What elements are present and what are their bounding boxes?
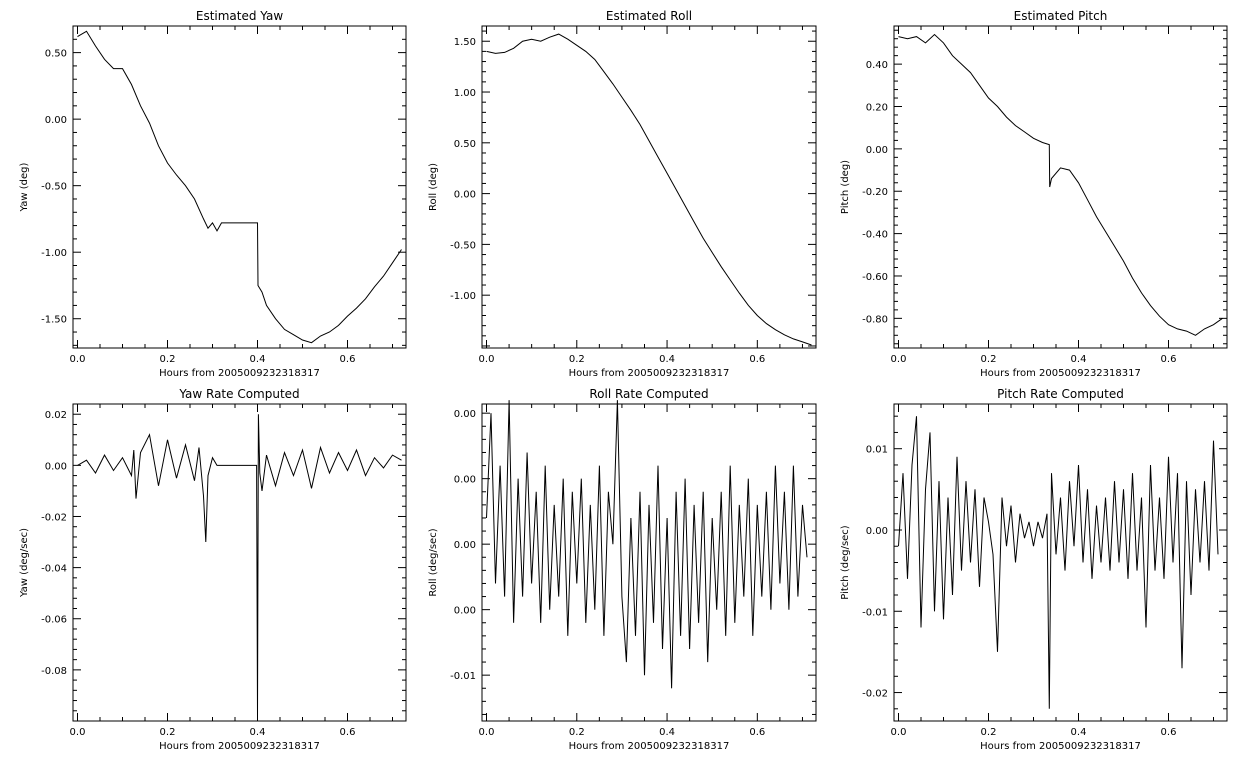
y-tick-label: 0.00	[454, 190, 476, 201]
x-tick-label: 0.6	[749, 354, 765, 365]
y-axis-label: Pitch (deg/sec)	[840, 525, 851, 600]
x-tick-label: 0.2	[569, 727, 585, 738]
x-tick-label: 0.4	[250, 354, 266, 365]
chart-panel-6: Pitch Rate Computed Hours from 2005009232…	[840, 387, 1228, 752]
plot-frame	[72, 403, 407, 722]
y-tick-label: -0.01	[450, 671, 476, 682]
x-tick-label: 0.0	[479, 354, 495, 365]
y-tick-label: 0.01	[866, 445, 888, 456]
x-axis-label: Hours from 2005009232318317	[980, 741, 1141, 752]
y-tick-label: 0.50	[454, 139, 476, 150]
chart-panel-3: Estimated Pitch Hours from 20050092323183…	[840, 9, 1228, 379]
x-axis-label: Hours from 2005009232318317	[569, 368, 730, 379]
x-tick-label: 0.6	[1161, 727, 1177, 738]
x-tick-label: 0.2	[160, 354, 176, 365]
chart-title: Estimated Pitch	[1014, 9, 1108, 23]
x-tick-label: 0.6	[340, 354, 356, 365]
x-tick-label: 0.0	[70, 354, 86, 365]
y-tick-label: -0.04	[41, 564, 67, 575]
x-tick-label: 0.2	[981, 727, 997, 738]
y-tick-label: -0.60	[862, 272, 888, 283]
y-axis-label: Roll (deg)	[428, 163, 439, 211]
y-tick-label: 0.00	[454, 540, 476, 551]
x-tick-label: 0.2	[569, 354, 585, 365]
y-tick-label: -1.50	[41, 315, 67, 326]
chart-panel-1: Estimated Yaw Hours from 2005009232318317…	[19, 9, 407, 379]
x-axis-label: Hours from 2005009232318317	[980, 368, 1141, 379]
plot-frame	[893, 25, 1228, 349]
y-axis-label: Yaw (deg/sec)	[19, 528, 30, 598]
y-tick-label: -1.00	[450, 291, 476, 302]
series-line	[486, 400, 808, 689]
y-tick-label: 0.40	[866, 60, 888, 71]
x-axis-label: Hours from 2005009232318317	[159, 368, 320, 379]
x-tick-label: 0.4	[250, 727, 266, 738]
x-tick-label: 0.0	[891, 727, 907, 738]
plot-frame	[893, 403, 1228, 722]
x-tick-label: 0.0	[891, 354, 907, 365]
x-tick-label: 0.6	[749, 727, 765, 738]
y-tick-label: -0.02	[862, 689, 888, 700]
x-axis-label: Hours from 2005009232318317	[569, 741, 730, 752]
y-tick-label: 0.02	[45, 410, 67, 421]
chart-title: Estimated Yaw	[196, 9, 283, 23]
y-tick-label: -0.80	[862, 314, 888, 325]
y-tick-label: -1.00	[41, 248, 67, 259]
y-tick-label: 0.00	[45, 115, 67, 126]
y-tick-label: 1.00	[454, 88, 476, 99]
y-tick-label: -0.40	[862, 230, 888, 241]
y-tick-label: 0.20	[866, 103, 888, 114]
x-tick-label: 0.6	[1161, 354, 1177, 365]
y-tick-label: 0.00	[454, 606, 476, 617]
y-tick-label: 0.00	[454, 409, 476, 420]
y-axis-label: Yaw (deg)	[19, 162, 30, 212]
x-tick-label: 0.0	[479, 727, 495, 738]
x-tick-label: 0.4	[659, 727, 675, 738]
y-tick-label: -0.50	[41, 182, 67, 193]
y-tick-label: -0.06	[41, 615, 67, 626]
y-tick-label: 1.50	[454, 37, 476, 48]
y-tick-label: -0.01	[862, 607, 888, 618]
y-tick-label: -0.08	[41, 666, 67, 677]
chart-title: Roll Rate Computed	[589, 387, 708, 401]
plot-frame	[481, 25, 817, 349]
x-tick-label: 0.4	[659, 354, 675, 365]
x-axis-label: Hours from 2005009232318317	[159, 741, 320, 752]
chart-title: Estimated Roll	[606, 9, 692, 23]
x-tick-label: 0.6	[340, 727, 356, 738]
x-tick-label: 0.4	[1071, 354, 1087, 365]
y-tick-label: -0.02	[41, 512, 67, 523]
y-tick-label: 0.00	[866, 526, 888, 537]
series-line	[486, 33, 812, 346]
y-tick-label: -0.20	[862, 187, 888, 198]
plot-frame	[72, 25, 407, 349]
x-tick-label: 0.0	[70, 727, 86, 738]
x-tick-label: 0.4	[1071, 727, 1087, 738]
chart-title: Pitch Rate Computed	[997, 387, 1124, 401]
series-line	[77, 414, 402, 716]
series-line	[898, 416, 1219, 709]
chart-panel-5: Roll Rate Computed Hours from 20050092323…	[428, 387, 817, 752]
y-tick-label: 0.00	[866, 145, 888, 156]
y-tick-label: -0.50	[450, 240, 476, 251]
series-line	[77, 30, 402, 344]
chart-panel-2: Estimated Roll Hours from 200500923231831…	[428, 9, 817, 379]
chart-panel-4: Yaw Rate Computed Hours from 200500923231…	[19, 387, 407, 752]
x-tick-label: 0.2	[160, 727, 176, 738]
y-tick-label: 0.50	[45, 49, 67, 60]
y-tick-label: 0.00	[454, 475, 476, 486]
y-tick-label: 0.00	[45, 461, 67, 472]
y-axis-label: Pitch (deg)	[840, 160, 851, 214]
y-axis-label: Roll (deg/sec)	[428, 528, 439, 596]
chart-title: Yaw Rate Computed	[178, 387, 299, 401]
x-tick-label: 0.2	[981, 354, 997, 365]
plot-frame	[481, 403, 817, 722]
series-line	[898, 33, 1223, 336]
